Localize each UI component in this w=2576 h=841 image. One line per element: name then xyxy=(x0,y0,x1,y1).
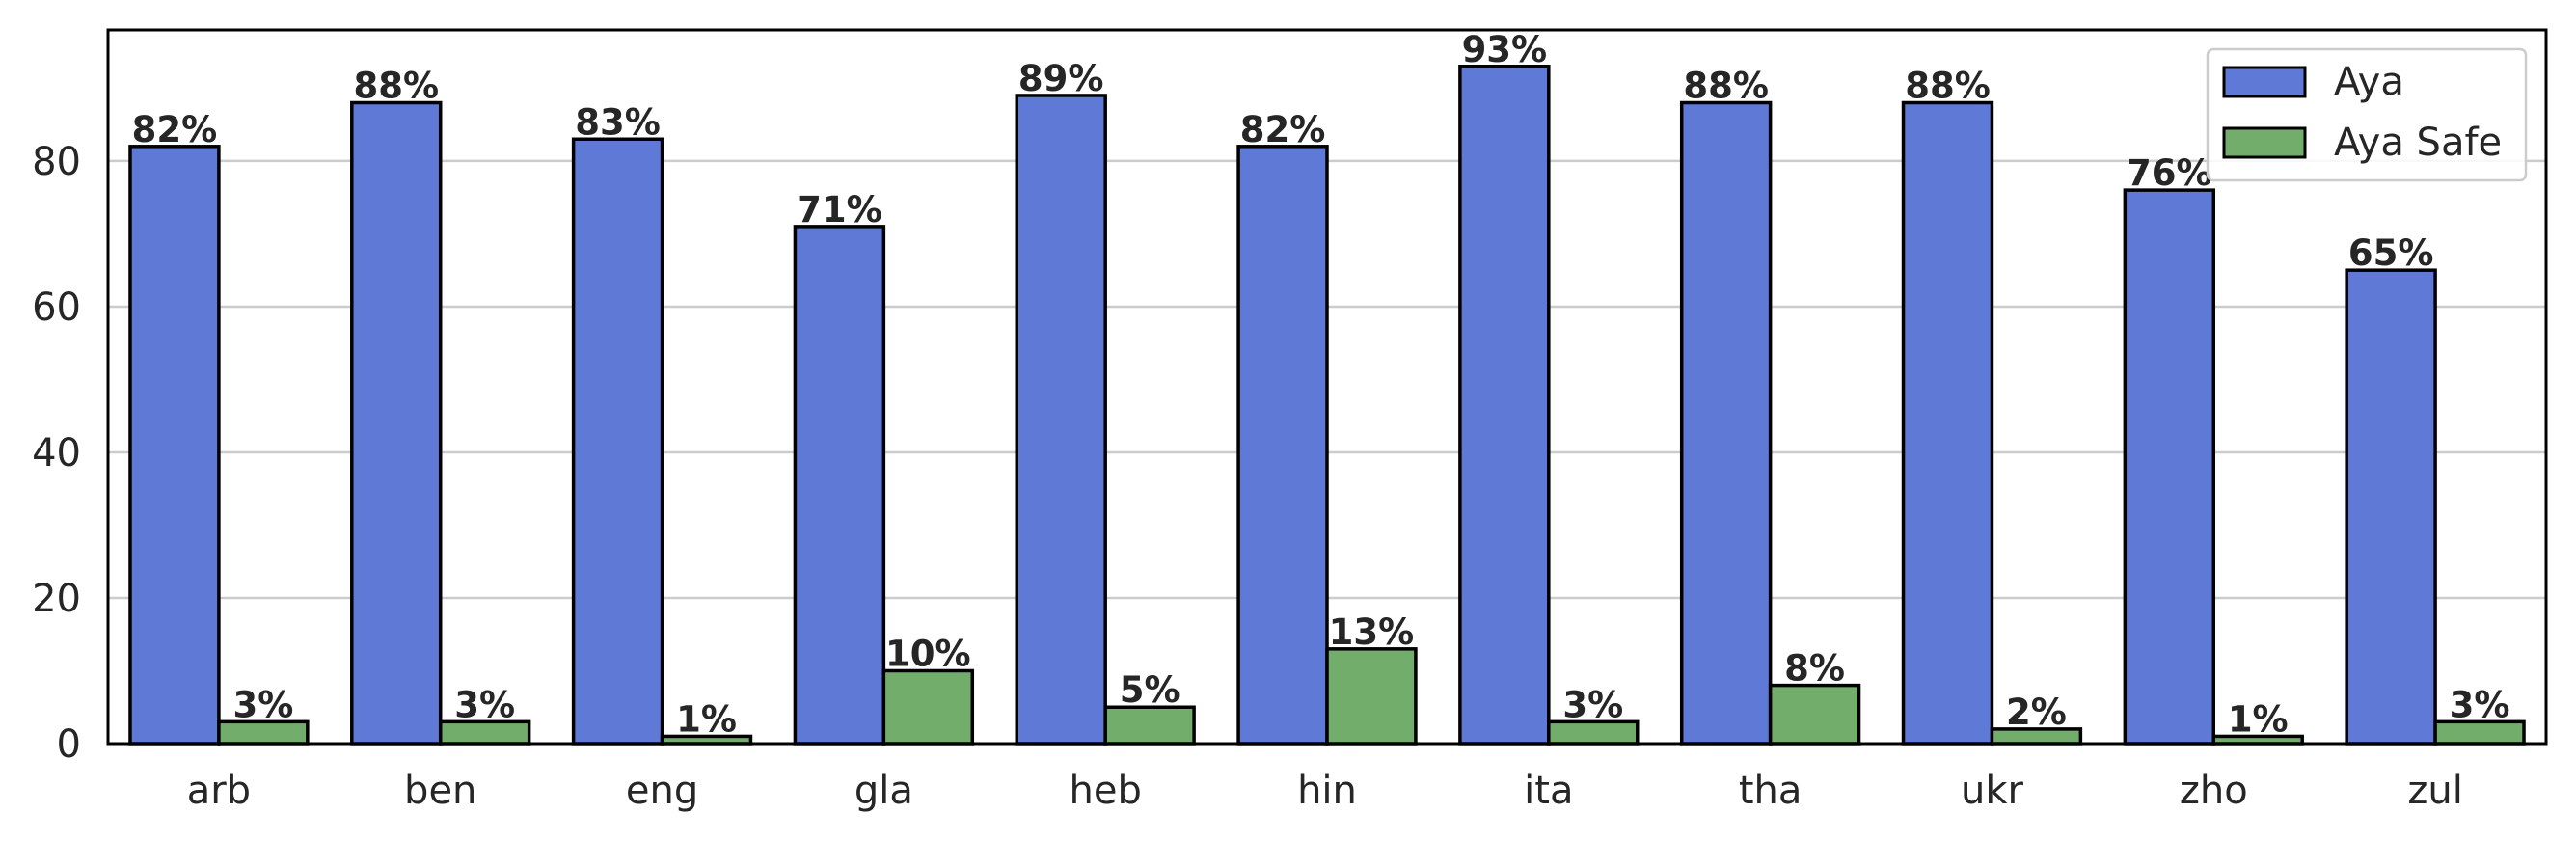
bar-aya xyxy=(793,225,886,746)
bar-value-label: 3% xyxy=(1562,684,1623,725)
bar-aya xyxy=(128,145,221,746)
bar-value-label: 88% xyxy=(1905,66,1991,107)
bar-value-label: 10% xyxy=(885,633,971,674)
x-tick-label: zho xyxy=(2180,769,2248,813)
bar-aya xyxy=(1901,100,1994,746)
bar-aya-safe xyxy=(881,668,975,746)
bar-aya xyxy=(1679,100,1773,746)
y-tick-label: 80 xyxy=(32,140,81,184)
bar-value-label: 1% xyxy=(676,698,737,740)
y-tick-label: 40 xyxy=(32,431,81,475)
legend-swatch-aya xyxy=(2222,66,2307,98)
bar-value-label: 3% xyxy=(454,684,515,725)
bar-labels: 82% 3% 88% 3% 83% 1% 71% 10% 89% 5% 82% 13% 93% 3% 88%… xyxy=(132,29,2510,741)
bar-aya xyxy=(350,100,443,746)
plot-frame xyxy=(106,28,2548,746)
x-tick-label: zul xyxy=(2407,769,2462,813)
legend: Aya Aya Safe xyxy=(2206,47,2528,182)
x-tick-label: arb xyxy=(187,769,251,813)
bar-value-label: 93% xyxy=(1462,29,1548,70)
bar-value-label: 1% xyxy=(2228,698,2289,740)
bar-aya xyxy=(1015,94,1107,746)
x-tick-label: ita xyxy=(1524,769,1573,813)
bar-aya-safe xyxy=(1768,683,1861,746)
y-axis-ticks: 0 20 40 60 80 xyxy=(32,140,81,767)
bar-value-label: 88% xyxy=(1683,66,1769,107)
bar-value-label: 76% xyxy=(2127,152,2212,194)
bar-aya xyxy=(2345,268,2437,746)
bar-value-label: 13% xyxy=(1329,611,1415,653)
bar-value-label: 88% xyxy=(353,66,439,107)
x-tick-label: hin xyxy=(1297,769,1357,813)
bar-value-label: 5% xyxy=(1120,669,1180,711)
bar-value-label: 3% xyxy=(2450,684,2510,725)
x-tick-label: ukr xyxy=(1961,769,2024,813)
x-tick-label: tha xyxy=(1739,769,1803,813)
bar-value-label: 8% xyxy=(1784,648,1845,690)
y-tick-label: 20 xyxy=(32,577,81,621)
bar-value-label: 83% xyxy=(575,101,661,143)
bar-value-label: 82% xyxy=(132,109,218,150)
x-tick-label: ben xyxy=(404,769,476,813)
x-tick-label: heb xyxy=(1070,769,1142,813)
bar-value-label: 65% xyxy=(2348,232,2434,274)
bar-value-label: 3% xyxy=(232,684,293,725)
bar-value-label: 89% xyxy=(1018,58,1104,99)
bar-aya xyxy=(1458,65,1551,746)
x-tick-label: eng xyxy=(626,769,698,813)
bars xyxy=(128,65,2526,746)
bar-value-label: 82% xyxy=(1240,109,1326,150)
bar-aya-safe xyxy=(1325,647,1418,746)
bar-aya-safe xyxy=(1103,705,1196,746)
legend-label-aya-safe: Aya Safe xyxy=(2334,121,2502,165)
bar-value-label: 2% xyxy=(2006,692,2067,733)
bar-aya xyxy=(1236,145,1329,746)
bar-aya xyxy=(571,137,664,746)
legend-swatch-aya-safe xyxy=(2222,126,2307,159)
x-axis-ticks: arb ben eng gla heb hin ita tha ukr zho zul xyxy=(187,769,2463,813)
y-tick-label: 60 xyxy=(32,285,81,330)
x-tick-label: gla xyxy=(854,769,913,813)
legend-label-aya: Aya xyxy=(2334,60,2404,104)
bar-value-label: 71% xyxy=(797,189,882,231)
y-tick-label: 0 xyxy=(57,722,81,767)
bar-aya xyxy=(2123,188,2216,746)
